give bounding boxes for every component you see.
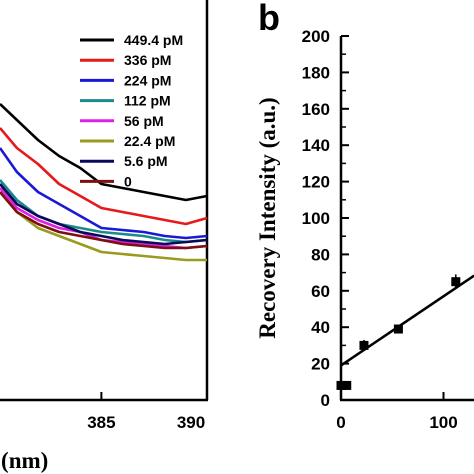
panel-a-x-tick-label: 390 (177, 413, 205, 432)
panel-b-x-tick-label: 100 (429, 413, 457, 432)
panel-a-series-line (0, 183, 208, 246)
panel-b-y-tick-label: 20 (311, 355, 330, 374)
panel-b-y-tick-label: 40 (311, 318, 330, 337)
legend-label: 449.4 pM (124, 32, 183, 48)
panel-b-data-point (393, 324, 403, 334)
panel-b: b 0 20 40 60 80 100 120 140 160 180 200 0 100 Recov… (255, 0, 474, 432)
panel-a-series-line (0, 147, 208, 240)
legend-label: 0 (124, 173, 132, 189)
legend-label: 5.6 pM (124, 153, 168, 169)
panel-a-series-lines (0, 103, 208, 262)
panel-b-x-ticks: 0 100 (336, 392, 458, 432)
panel-b-fit-line (340, 274, 474, 367)
panel-a-series-line (0, 191, 207, 262)
panel-a-series-line (0, 127, 208, 226)
panel-b-y-tick-label: 120 (302, 173, 330, 192)
panel-b-data-point (336, 380, 346, 390)
legend-label: 56 pM (124, 113, 164, 129)
legend-label: 224 pM (124, 72, 171, 88)
panel-b-data-point (451, 277, 461, 287)
panel-a-x-axis-title: λ (nm) (0, 448, 48, 473)
panel-b-data-points (336, 274, 461, 390)
panel-a-legend: 449.4 pM 336 pM 224 pM 112 pM 56 pM 22.4 pM 5.… (80, 32, 183, 189)
panel-b-letter: b (258, 0, 280, 38)
panel-b-data-point (359, 340, 369, 350)
panel-b-y-tick-label: 60 (311, 282, 330, 301)
legend-label: 112 pM (124, 93, 171, 109)
panel-a-series-line (0, 103, 208, 202)
panel-b-y-tick-label: 200 (302, 27, 330, 46)
panel-b-x-tick-label: 0 (336, 413, 345, 432)
panel-b-y-tick-label: 160 (302, 100, 330, 119)
panel-a-series-line (0, 191, 208, 250)
panel-b-y-tick-label: 180 (302, 63, 330, 82)
legend-label: 22.4 pM (124, 133, 175, 149)
legend-label: 336 pM (124, 52, 171, 68)
panel-b-y-axis-title: Recovery Intensity (a.u.) (255, 97, 280, 338)
panel-b-y-tick-label: 100 (302, 209, 330, 228)
panel-b-y-tick-label: 140 (302, 136, 330, 155)
panel-b-y-tick-label: 0 (321, 391, 330, 410)
panel-b-y-ticks: 0 20 40 60 80 100 120 140 160 180 200 (302, 27, 349, 410)
panel-a-x-tick-label: 385 (87, 413, 115, 432)
panel-b-y-tick-label: 80 (311, 245, 330, 264)
panel-a: 385 390 449.4 pM 336 pM 224 pM 112 pM 56 pM 22… (0, 0, 209, 473)
panel-a-x-ticks: 385 390 (87, 392, 208, 432)
panel-b-data-point (342, 380, 352, 390)
